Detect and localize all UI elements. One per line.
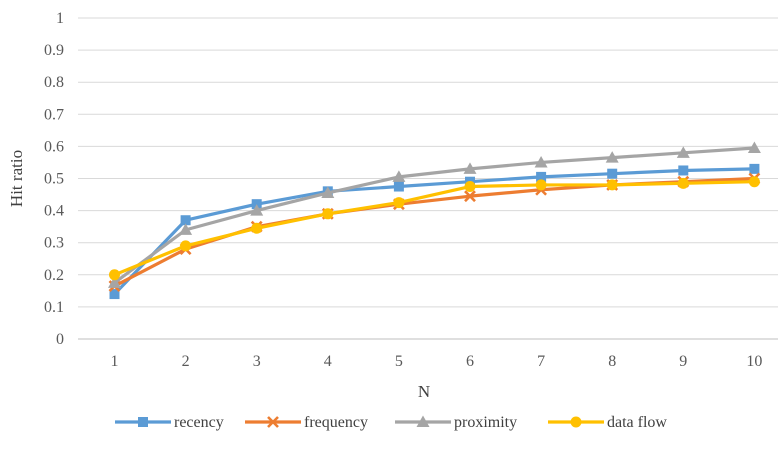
data-point [108, 276, 121, 288]
data-point [748, 176, 760, 188]
data-point [749, 163, 760, 174]
data-point [393, 197, 405, 209]
legend-label: proximity [454, 414, 517, 431]
x-tick-label: 10 [746, 353, 762, 370]
data-point [464, 181, 476, 193]
series-line [112, 146, 757, 285]
y-tick-label: 1 [56, 10, 64, 27]
y-tick-label: 0.2 [44, 267, 64, 284]
y-axis-title: Hit ratio [7, 150, 26, 207]
data-point [536, 171, 547, 182]
data-point [677, 177, 689, 189]
data-point [607, 168, 618, 179]
series-frequency [108, 172, 761, 292]
legend-label: frequency [304, 414, 368, 431]
legend-item: proximity [395, 414, 517, 431]
data-point [321, 186, 335, 198]
series-data-flow [109, 176, 760, 281]
legend-swatch-marker [416, 415, 430, 427]
gridlines [78, 17, 778, 308]
y-tick-label: 0.3 [44, 235, 64, 252]
data-point [179, 223, 193, 235]
x-tick-label: 7 [537, 353, 545, 370]
data-point [534, 155, 548, 168]
legend-item: recency [115, 414, 224, 431]
data-point [251, 222, 263, 234]
data-point [109, 269, 120, 281]
x-axis-title: N [418, 382, 430, 401]
series-line [112, 167, 757, 296]
data-point [322, 208, 334, 220]
y-tick-label: 0.4 [44, 203, 64, 220]
series-line [112, 180, 757, 277]
data-point [678, 165, 689, 176]
data-point [393, 181, 404, 192]
y-tick-label: 0.9 [44, 42, 64, 59]
data-point [109, 289, 120, 300]
y-tick-label: 0.1 [44, 299, 64, 316]
data-point [180, 215, 191, 226]
data-point [747, 141, 761, 154]
y-tick-label: 0 [56, 331, 64, 348]
data-point [392, 170, 406, 182]
legend-swatch-marker [138, 417, 148, 427]
data-point [464, 190, 476, 203]
x-tick-label: 8 [608, 353, 616, 370]
legend: recency frequency proximity data flow [115, 414, 667, 431]
y-tick-label: 0.5 [44, 171, 64, 188]
y-tick-label: 0.8 [44, 74, 64, 91]
series-lines [108, 141, 761, 300]
data-point [180, 240, 192, 252]
x-tick-label: 5 [395, 353, 403, 370]
x-tick-label: 3 [253, 353, 261, 370]
data-point [676, 146, 690, 158]
axes: 0 0.1 0.2 0.3 0.4 0.5 0.6 0.7 0.8 0.9 1 1 2 3 4 5 6 7 8 9 10 [44, 10, 778, 370]
legend-swatch-marker [267, 416, 279, 428]
legend-swatch-marker [570, 416, 582, 428]
legend-item: data flow [548, 414, 667, 431]
legend-label: recency [174, 414, 224, 431]
legend-label: data flow [607, 414, 667, 431]
y-tick-label: 0.6 [44, 138, 64, 155]
data-point [606, 179, 618, 191]
x-tick-label: 1 [111, 353, 119, 370]
data-point [463, 162, 477, 174]
data-point [535, 179, 547, 191]
data-point [605, 151, 619, 163]
x-tick-label: 2 [182, 353, 190, 370]
series-proximity [108, 141, 761, 288]
x-tick-label: 4 [324, 353, 332, 370]
x-tick-label: 6 [466, 353, 474, 370]
data-point [250, 204, 264, 216]
x-tick-label: 9 [679, 353, 687, 370]
y-tick-label: 0.7 [44, 106, 64, 123]
legend-item: frequency [245, 414, 368, 431]
